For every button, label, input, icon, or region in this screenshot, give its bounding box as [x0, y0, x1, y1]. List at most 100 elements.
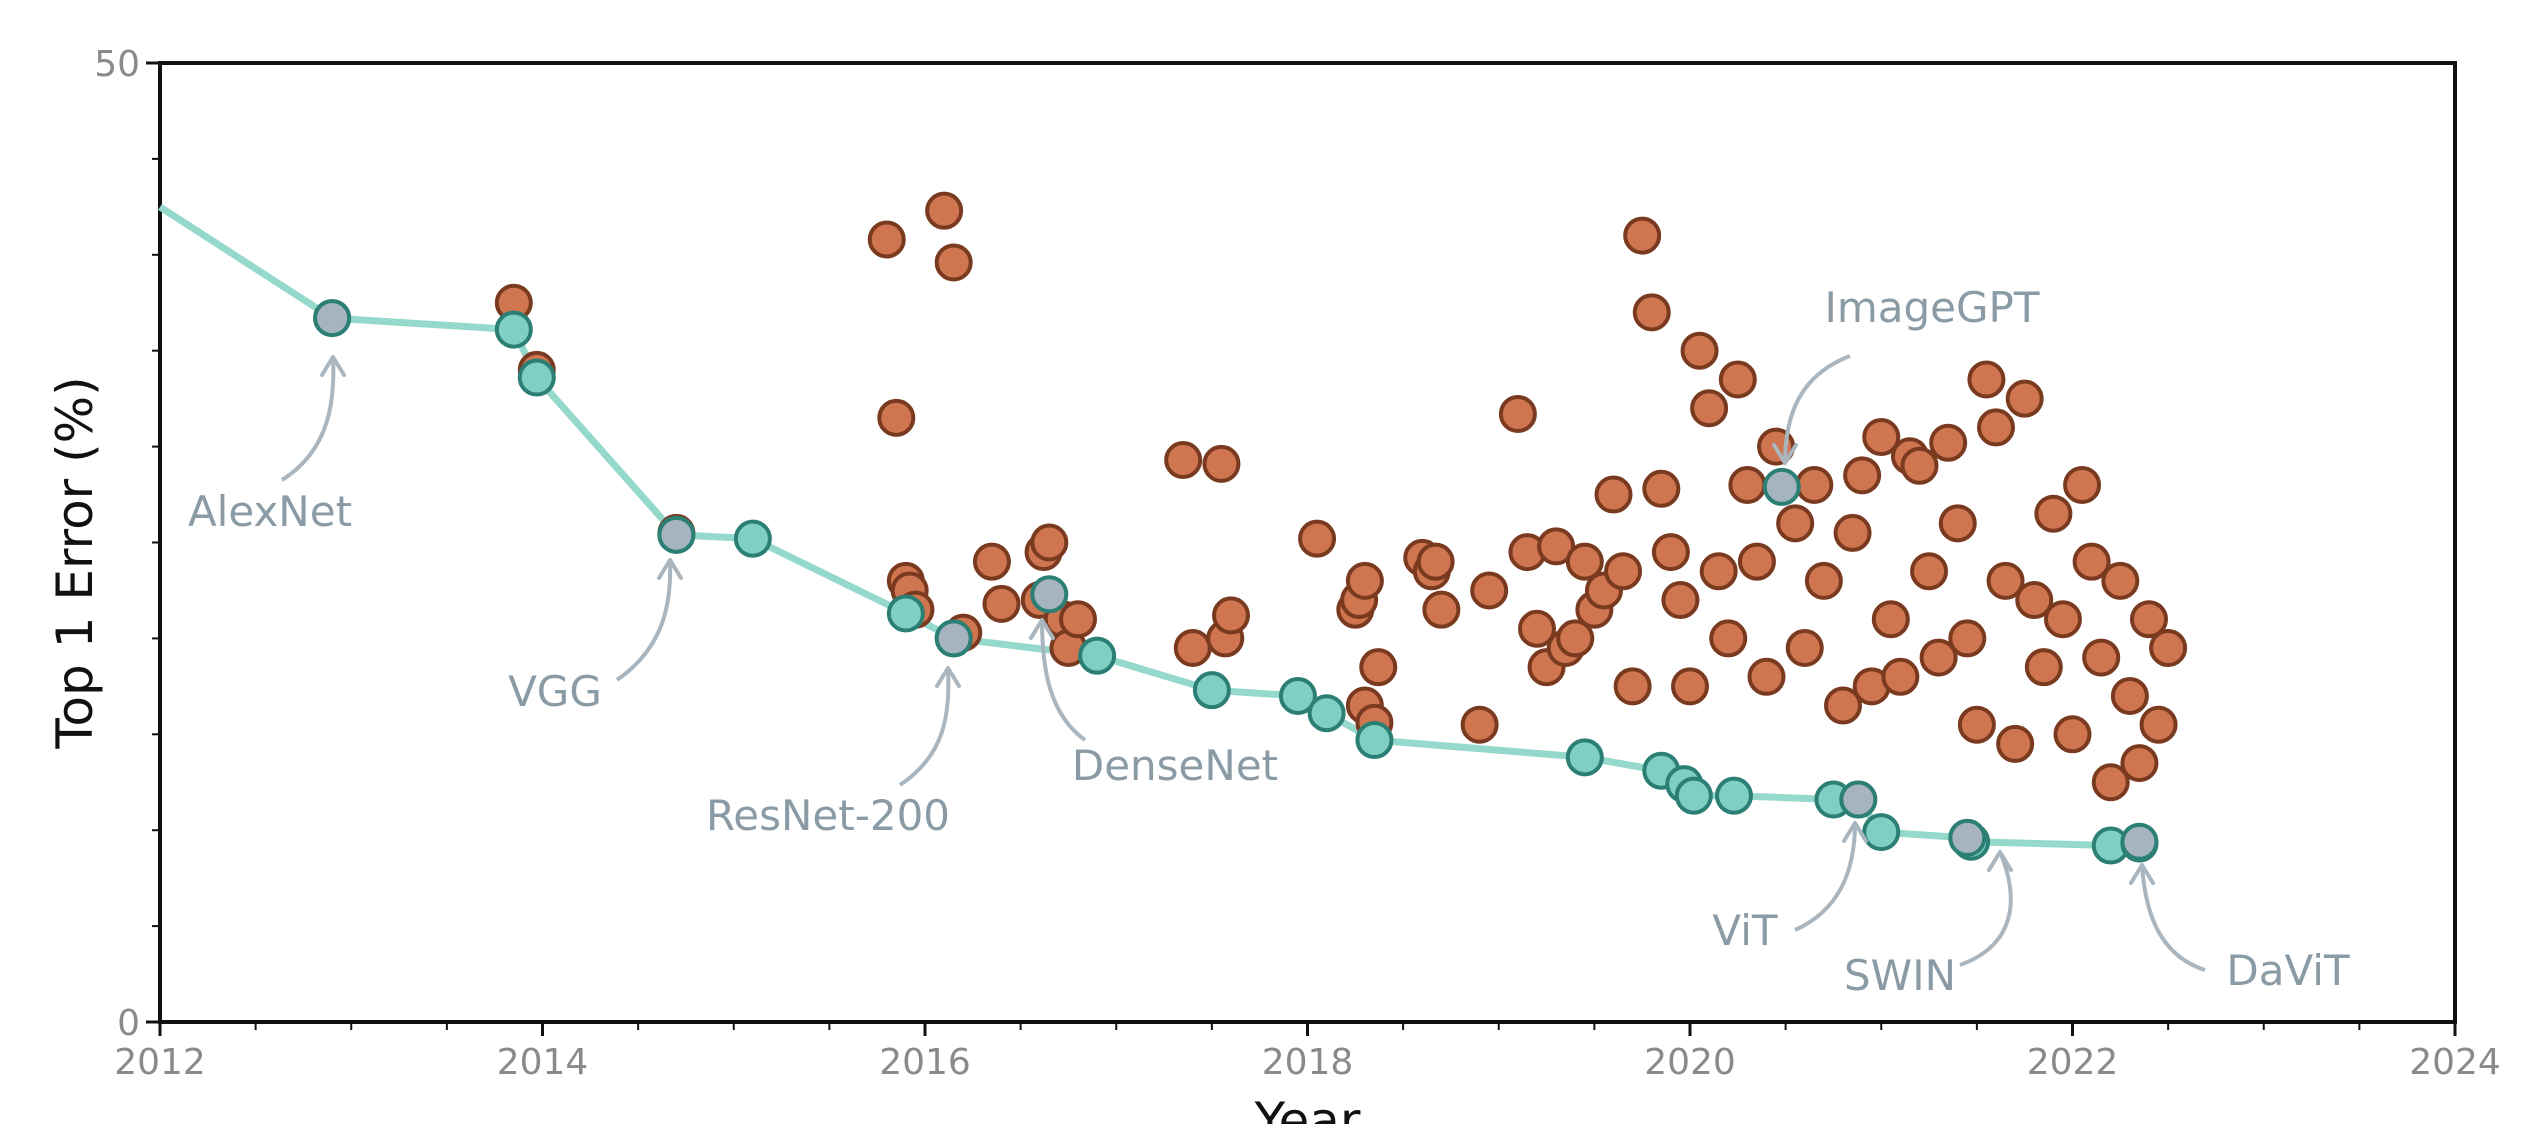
- other-model-point: [1212, 596, 1250, 635]
- annotation-label-davit: DaViT: [2226, 946, 2350, 995]
- other-model-point: [1843, 456, 1882, 495]
- highlighted-model-point: [934, 619, 973, 658]
- other-model-point: [2063, 465, 2102, 504]
- frontier-model-point: [1078, 636, 1117, 675]
- annotation-label-vit: ViT: [1712, 906, 1777, 955]
- highlighted-model-point: [657, 515, 696, 554]
- annotation-arrowhead-densenet: [1029, 618, 1055, 640]
- annotation-arrowhead-davit: [2129, 863, 2155, 885]
- annotation-arrowhead-swin: [1987, 850, 2013, 872]
- highlighted-model-point: [1948, 818, 1987, 857]
- other-model-point: [1556, 619, 1595, 658]
- y-tick-label: 50: [94, 44, 140, 85]
- other-model-point: [1202, 444, 1241, 483]
- other-model-point: [2130, 600, 2168, 639]
- other-model-point: [1565, 542, 1604, 581]
- other-model-point: [2072, 542, 2111, 581]
- other-model-point: [1948, 619, 1987, 658]
- other-model-point: [1833, 513, 1872, 552]
- frontier-model-point: [1192, 671, 1231, 710]
- other-model-point: [1345, 561, 1384, 600]
- frontier-model-point: [494, 310, 533, 349]
- annotation-arrow-densenet: [1040, 619, 1087, 742]
- other-points-layer: [494, 191, 2188, 802]
- other-model-point: [2005, 379, 2044, 418]
- other-model-point: [1718, 360, 1757, 399]
- annotation-label-vgg: VGG: [508, 667, 602, 716]
- other-model-point: [867, 220, 906, 259]
- frontier-model-point: [1674, 776, 1713, 815]
- other-model-point: [2024, 648, 2063, 687]
- other-model-point: [1518, 609, 1556, 648]
- x-tick-label: 2022: [2027, 1042, 2119, 1083]
- x-tick-label: 2024: [2409, 1042, 2501, 1083]
- other-model-point: [982, 584, 1021, 623]
- other-model-point: [972, 542, 1011, 581]
- other-model-point: [2034, 494, 2073, 533]
- other-model-point: [1173, 628, 1212, 667]
- other-model-point: [2139, 705, 2178, 744]
- highlighted-model-point: [1839, 780, 1878, 819]
- other-model-point: [1910, 552, 1949, 591]
- annotation-arrowhead-resnet-200: [935, 666, 961, 688]
- other-model-point: [2082, 638, 2121, 677]
- annotation-arrow-swin: [1959, 851, 2013, 967]
- other-model-point: [1623, 216, 1662, 255]
- highlighted-model-point: [1762, 467, 1801, 506]
- y-tick-label: 0: [117, 1003, 140, 1044]
- frontier-model-point: [1307, 694, 1346, 733]
- other-model-point: [2091, 763, 2130, 802]
- annotation-arrow-imagegpt: [1783, 354, 1851, 464]
- other-model-point: [1422, 590, 1461, 629]
- frontier-model-point: [1714, 776, 1753, 815]
- annotation-label-resnet-200: ResNet-200: [706, 791, 950, 840]
- other-model-point: [1594, 475, 1633, 514]
- other-model-point: [1537, 527, 1576, 566]
- other-model-point: [1642, 469, 1681, 508]
- x-tick-label: 2012: [114, 1042, 206, 1083]
- other-model-point: [1699, 552, 1738, 591]
- other-model-point: [1929, 423, 1968, 462]
- other-model-point: [877, 398, 916, 437]
- other-model-point: [1957, 705, 1996, 744]
- frontier-model-point: [733, 519, 772, 558]
- other-model-point: [2101, 561, 2140, 600]
- other-model-point: [1881, 657, 1920, 696]
- frontier-model-point: [886, 594, 925, 633]
- other-model-point: [1900, 446, 1939, 485]
- frontier-model-point: [1565, 738, 1604, 777]
- y-axis-title: Top 1 Error (%): [46, 376, 104, 749]
- x-tick-label: 2014: [497, 1042, 589, 1083]
- other-model-point: [1359, 648, 1398, 687]
- other-model-point: [1661, 581, 1700, 620]
- annotation-label-swin: SWIN: [1844, 951, 1956, 1000]
- annotation-label-imagegpt: ImageGPT: [1824, 283, 2039, 332]
- other-model-point: [1059, 600, 1097, 639]
- other-model-point: [1804, 561, 1843, 600]
- frontier-model-point: [517, 358, 556, 397]
- other-model-point: [1776, 504, 1815, 543]
- other-model-point: [2043, 600, 2082, 639]
- highlighted-model-point: [1030, 575, 1069, 614]
- other-model-point: [1862, 418, 1901, 457]
- other-model-point: [1680, 331, 1719, 370]
- annotation-arrowhead-vgg: [657, 558, 683, 580]
- other-model-point: [934, 243, 973, 282]
- other-model-point: [1416, 542, 1455, 581]
- other-model-point: [1747, 657, 1786, 696]
- other-model-point: [1498, 394, 1537, 433]
- other-model-point: [1986, 561, 2025, 600]
- annotations-layer: AlexNet VGG ResNet-200 DenseNet ImageGPT ViT S…: [188, 283, 2350, 1000]
- other-model-point: [1690, 389, 1729, 428]
- other-model-point: [1671, 667, 1709, 706]
- other-model-point: [2149, 628, 2188, 667]
- x-tick-label: 2018: [1262, 1042, 1354, 1083]
- other-model-point: [1977, 408, 2015, 447]
- x-tick-label: 2020: [1644, 1042, 1736, 1083]
- annotation-arrow-vgg: [615, 559, 673, 682]
- annotation-label-densenet: DenseNet: [1072, 741, 1278, 790]
- axes: 2012 2014 2016 2018 2020 2022 2024 0 50: [94, 44, 2501, 1083]
- annotation-arrow-vit: [1794, 822, 1857, 932]
- other-model-point: [1030, 523, 1069, 562]
